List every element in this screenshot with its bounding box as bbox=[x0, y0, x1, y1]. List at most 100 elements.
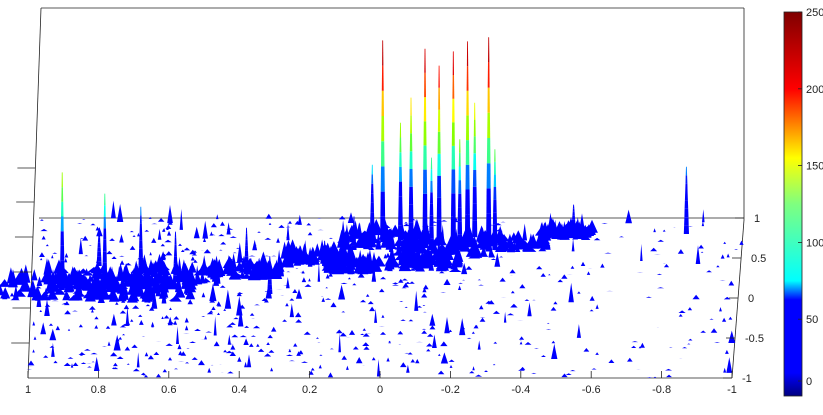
surface-speckle bbox=[116, 356, 124, 359]
surface-speckle bbox=[734, 249, 739, 250]
surface-speckle bbox=[595, 304, 599, 309]
surface-ridge bbox=[188, 261, 197, 273]
surface-speckle bbox=[289, 303, 294, 318]
surface-ridge bbox=[506, 244, 516, 252]
surface-speckle bbox=[132, 305, 140, 309]
surface-ridge bbox=[81, 271, 95, 276]
surface-speckle bbox=[206, 311, 214, 315]
surface-speckle bbox=[304, 284, 312, 287]
surface-speckle bbox=[338, 284, 346, 300]
surface-speckle bbox=[252, 239, 258, 251]
surface-speckle bbox=[627, 357, 633, 362]
surface-ridge bbox=[159, 281, 169, 298]
surface-peak bbox=[102, 193, 108, 286]
surface-ridge bbox=[583, 224, 595, 236]
surface-speckle bbox=[695, 245, 701, 264]
surface-peak bbox=[351, 216, 357, 250]
surface-speckle bbox=[193, 259, 198, 263]
surface-speckle bbox=[82, 219, 86, 220]
surface-speckle bbox=[662, 229, 666, 232]
surface-speckle bbox=[87, 366, 92, 368]
surface-speckle bbox=[565, 373, 572, 375]
surface-speckle bbox=[402, 223, 411, 227]
surface-speckle bbox=[41, 235, 46, 240]
surface-speckle bbox=[295, 319, 302, 323]
surface-speckle bbox=[109, 238, 115, 241]
surface-speckle bbox=[80, 362, 87, 364]
surface-ridge bbox=[48, 265, 53, 282]
surface-speckle bbox=[218, 234, 225, 237]
surface-ridge bbox=[362, 265, 373, 271]
surface-peak bbox=[267, 256, 273, 294]
surface-speckle bbox=[509, 269, 516, 274]
surface-ridge bbox=[155, 280, 161, 297]
surface-speckle bbox=[687, 307, 693, 311]
surface-speckle bbox=[33, 336, 37, 340]
surface-speckle bbox=[246, 354, 252, 368]
surface-ridge bbox=[53, 288, 66, 295]
surface-speckle bbox=[448, 329, 452, 332]
surface-speckle bbox=[243, 338, 249, 345]
surface-speckle bbox=[534, 348, 539, 349]
surface-speckle bbox=[465, 266, 473, 270]
surface-ridge bbox=[485, 243, 492, 252]
surface-ridge bbox=[388, 247, 396, 262]
surface-peak bbox=[172, 231, 179, 282]
surface-speckle bbox=[27, 360, 35, 366]
surface-speckle bbox=[53, 360, 58, 364]
surface-ridge bbox=[186, 284, 197, 293]
y-axis-ticks: -1 -0.5 0 0.5 1 bbox=[723, 213, 766, 385]
surface-speckle bbox=[524, 342, 532, 345]
surface-speckle bbox=[264, 353, 272, 357]
surface-speckle bbox=[702, 209, 705, 223]
surface-speckle bbox=[536, 266, 543, 270]
surface-speckle bbox=[163, 315, 170, 319]
surface-speckle bbox=[365, 294, 370, 297]
surface-ridge bbox=[109, 282, 116, 298]
surface-speckle bbox=[294, 220, 301, 225]
surface-ridge bbox=[280, 256, 290, 268]
surface-speckle bbox=[64, 253, 69, 258]
x-tick-label: -0.4 bbox=[511, 384, 530, 396]
y-tick-label: 0.5 bbox=[751, 253, 766, 265]
surface-speckle bbox=[198, 360, 205, 366]
surface-ridge bbox=[398, 255, 411, 272]
surface-ridge bbox=[255, 266, 265, 278]
surface-speckle bbox=[118, 336, 122, 340]
surface-speckle bbox=[116, 204, 124, 222]
y-tick-label: 1 bbox=[754, 213, 760, 225]
surface-speckle bbox=[268, 349, 275, 353]
surface-speckle bbox=[213, 316, 217, 336]
surface-speckle bbox=[532, 299, 536, 301]
surface-speckle bbox=[591, 368, 597, 370]
surface-speckle bbox=[150, 321, 155, 327]
surface-speckle bbox=[321, 297, 325, 302]
surface-speckle bbox=[405, 281, 411, 284]
surface-speckle bbox=[604, 252, 612, 254]
surface-speckle bbox=[346, 365, 349, 370]
surface-speckle bbox=[678, 314, 683, 317]
surface-speckle bbox=[330, 302, 337, 308]
surface-ridge bbox=[340, 234, 352, 250]
surface-speckle bbox=[292, 289, 298, 293]
surface-peak bbox=[457, 139, 463, 249]
surface-speckle bbox=[316, 337, 319, 339]
surface-speckle bbox=[88, 245, 92, 246]
surface-speckle bbox=[219, 285, 226, 288]
surface-speckle bbox=[561, 373, 568, 378]
surface-speckle bbox=[371, 357, 376, 361]
surface-ridge bbox=[395, 239, 402, 254]
surface-speckle bbox=[129, 230, 134, 233]
surface-peak bbox=[436, 65, 442, 242]
surface-ridge bbox=[411, 253, 416, 264]
surface-speckle bbox=[338, 332, 341, 353]
surface-ridge bbox=[48, 277, 57, 285]
surface-speckle bbox=[357, 272, 365, 278]
surface-speckle bbox=[125, 262, 132, 266]
surface-ridge bbox=[580, 234, 591, 240]
surface-ridge bbox=[132, 265, 143, 282]
surface-speckle bbox=[421, 293, 428, 298]
surface-speckle bbox=[156, 373, 161, 378]
surface-speckle bbox=[519, 341, 523, 345]
surface-speckle bbox=[422, 305, 426, 306]
